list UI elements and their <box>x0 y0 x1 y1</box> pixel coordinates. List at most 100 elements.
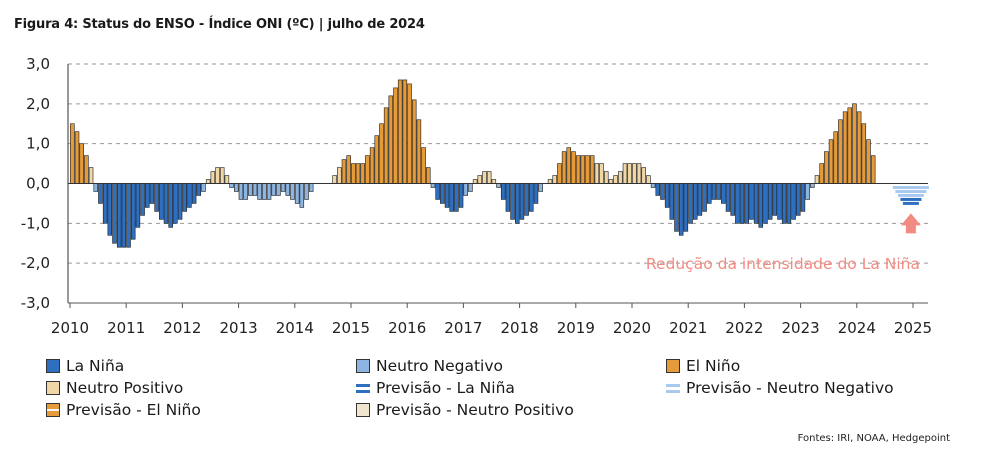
oni-bar <box>725 183 731 212</box>
x-tick-label: 2016 <box>388 319 426 337</box>
oni-bar <box>618 171 623 184</box>
oni-bar <box>341 159 347 184</box>
oni-bar <box>397 79 403 184</box>
oni-bar <box>749 183 754 220</box>
oni-bar <box>547 179 553 184</box>
oni-bar <box>191 183 197 204</box>
oni-bar <box>468 183 473 192</box>
oni-bar <box>491 179 497 184</box>
oni-bar <box>711 183 717 200</box>
oni-bar <box>257 183 262 200</box>
oni-bar <box>430 183 436 188</box>
oni-bar <box>842 111 848 184</box>
oni-bar <box>116 183 122 248</box>
oni-bar <box>252 183 258 196</box>
oni-bar <box>234 183 239 192</box>
oni-bar <box>304 183 309 200</box>
oni-bar <box>735 183 740 224</box>
legend-label: Previsão - La Niña <box>376 379 515 397</box>
oni-bar <box>463 183 468 196</box>
oni-bar <box>308 183 314 192</box>
oni-bar <box>159 183 164 220</box>
legend-swatch <box>46 381 60 395</box>
oni-bar <box>646 175 651 184</box>
oni-bar <box>177 183 183 220</box>
annotation-text: Redução da intensidade do La Niña <box>646 255 920 273</box>
forecast-bar <box>892 185 929 189</box>
x-tick-label: 2013 <box>220 319 258 337</box>
oni-bar <box>407 83 412 184</box>
x-tick-label: 2010 <box>51 319 89 337</box>
oni-bar <box>613 175 618 184</box>
oni-bar <box>627 163 632 184</box>
oni-bar <box>454 183 459 212</box>
forecast-bar <box>902 201 919 205</box>
oni-bar <box>730 183 735 216</box>
oni-bar <box>88 167 94 184</box>
oni-bar <box>566 147 572 184</box>
oni-bar <box>744 183 749 224</box>
oni-bar <box>702 183 707 212</box>
oni-bar <box>98 183 103 204</box>
oni-bar <box>140 183 145 216</box>
oni-bar <box>847 107 853 184</box>
x-tick-label: 2023 <box>782 319 820 337</box>
oni-bar <box>664 183 670 208</box>
oni-bar <box>758 183 764 228</box>
oni-bar <box>112 183 117 244</box>
oni-bar <box>585 155 590 184</box>
oni-bar <box>533 183 539 204</box>
oni-bar <box>426 167 431 184</box>
oni-bar <box>84 155 89 184</box>
chart-title: Figura 4: Status do ENSO - Índice ONI (º… <box>14 17 425 32</box>
oni-bar <box>248 183 253 196</box>
oni-bar <box>383 107 389 184</box>
oni-bar <box>477 175 483 184</box>
oni-bar <box>149 183 155 204</box>
legend-swatch <box>666 359 680 373</box>
oni-bar <box>219 167 225 184</box>
oni-bar <box>589 155 595 184</box>
oni-bar <box>678 183 684 236</box>
oni-bar <box>388 95 394 184</box>
oni-bar <box>707 183 712 204</box>
oni-bar <box>580 155 586 184</box>
legend-label: La Niña <box>66 357 125 375</box>
oni-bar <box>196 183 202 196</box>
oni-bar <box>519 183 525 220</box>
legend-label: Previsão - Neutro Positivo <box>376 401 574 419</box>
oni-bar <box>355 163 361 184</box>
oni-bar <box>833 131 838 184</box>
oni-bar <box>285 183 291 196</box>
oni-bar <box>145 183 150 208</box>
oni-bar <box>660 183 665 200</box>
legend-item: Previsão - Neutro Positivo <box>356 400 574 420</box>
oni-bar <box>229 183 234 188</box>
oni-bar <box>636 163 642 184</box>
x-tick-label: 2014 <box>276 319 314 337</box>
oni-bar <box>796 183 801 216</box>
oni-bar <box>351 163 356 184</box>
oni-bar <box>538 183 543 192</box>
oni-bar <box>505 183 511 212</box>
oni-bar <box>163 183 169 224</box>
oni-bar <box>294 183 300 204</box>
oni-bar <box>365 155 370 184</box>
oni-bar <box>70 123 75 184</box>
oni-bar <box>393 87 398 184</box>
x-tick-label: 2022 <box>725 319 763 337</box>
oni-bar <box>332 175 337 184</box>
oni-bar <box>641 167 646 184</box>
oni-bar <box>500 183 506 200</box>
oni-bar <box>79 143 84 184</box>
oni-bar <box>772 183 778 216</box>
oni-bar <box>402 79 408 184</box>
chart-legend: La Niña Neutro Negativo El Niño Neutro Posi… <box>46 355 946 425</box>
oni-bar <box>102 183 108 224</box>
legend-label: Neutro Negativo <box>376 357 503 375</box>
oni-bar <box>571 151 576 184</box>
y-tick-label: 2,0 <box>26 95 50 113</box>
oni-bar <box>271 183 276 196</box>
legend-label: El Niño <box>686 357 741 375</box>
